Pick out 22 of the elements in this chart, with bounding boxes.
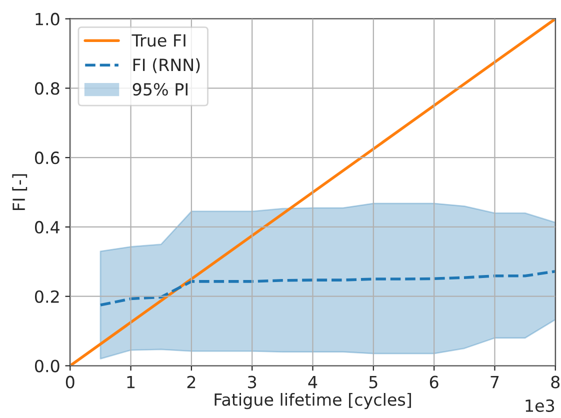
x-tick-label: 3: [248, 376, 256, 388]
y-tick-label: 0.6: [34, 152, 60, 164]
text: 1e3: [526, 399, 554, 412]
y-axis-title: FI [-]: [12, 174, 28, 210]
x-tick-label: 4: [308, 376, 318, 388]
x-tick-label: 7: [490, 376, 499, 388]
x-tick-label: 1: [127, 376, 135, 388]
x-axis-title: Fatigue lifetime [cycles]: [214, 392, 411, 410]
y-tick-label: 0.4: [34, 220, 60, 234]
x-tick-label: 2: [187, 376, 196, 388]
legend-label: 95% PI: [132, 83, 188, 96]
y-tick-label: 1.0: [36, 12, 60, 26]
y-tick-label: 0.2: [34, 290, 59, 303]
y-tick-label: 0.0: [34, 360, 60, 372]
x-tick-label: 6: [430, 376, 438, 388]
legend-label: FI (RNN): [133, 58, 200, 74]
x-tick-label: 0: [66, 376, 74, 388]
line-series: [99, 270, 556, 306]
x-tick-label: 5: [369, 376, 378, 388]
x-tick-label: 8: [551, 376, 560, 388]
y-tick-label: 0.8: [34, 82, 60, 95]
legend-label: True FI: [132, 34, 186, 47]
